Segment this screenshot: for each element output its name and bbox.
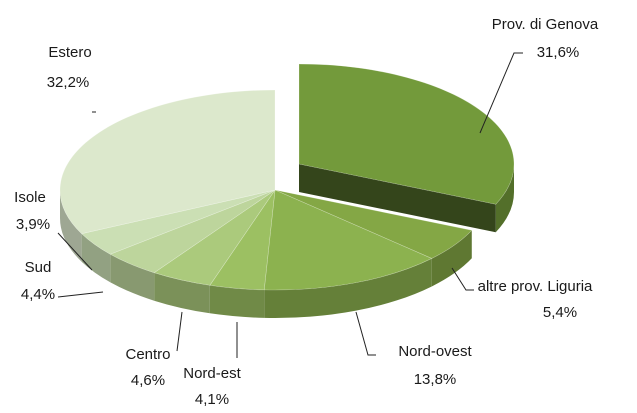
value-label: 32,2%	[47, 74, 90, 91]
leader-line	[355, 311, 376, 356]
value-label: 13,8%	[414, 371, 457, 388]
slice	[298, 63, 515, 205]
leader-line	[479, 52, 523, 134]
value-label: 4,4%	[21, 286, 55, 303]
slice	[274, 189, 473, 259]
leader-line	[451, 267, 474, 291]
slice-side	[431, 230, 472, 287]
slice-side	[154, 272, 210, 314]
slice-label: Centro	[125, 346, 170, 363]
slice	[209, 189, 276, 291]
slice	[81, 189, 276, 255]
slice-label: Nord-est	[183, 365, 241, 382]
slice-wall	[299, 164, 496, 233]
leader-line	[176, 311, 183, 352]
slice-side	[264, 258, 432, 318]
value-label: 5,4%	[543, 304, 577, 321]
leader-line	[57, 291, 104, 298]
slice-side	[81, 233, 111, 283]
slice-label: altre prov. Liguria	[478, 278, 593, 295]
slice	[59, 89, 276, 235]
slice	[109, 189, 276, 274]
leader-line	[57, 232, 93, 271]
slice	[263, 189, 433, 291]
slice-side	[495, 164, 514, 233]
slice	[153, 189, 276, 286]
value-label: 4,6%	[131, 372, 165, 389]
value-label: 31,6%	[537, 44, 580, 61]
value-label: 4,1%	[195, 391, 229, 408]
slice-side	[110, 254, 155, 301]
value-label: 3,9%	[16, 216, 50, 233]
slice-side	[209, 285, 265, 318]
slice-label: Sud	[25, 259, 52, 276]
slice-label: Estero	[48, 44, 91, 61]
slice-side	[60, 190, 82, 262]
slice-label: Prov. di Genova	[492, 16, 599, 33]
slice-label: Isole	[14, 189, 46, 206]
slice-label: Nord-ovest	[398, 343, 472, 360]
